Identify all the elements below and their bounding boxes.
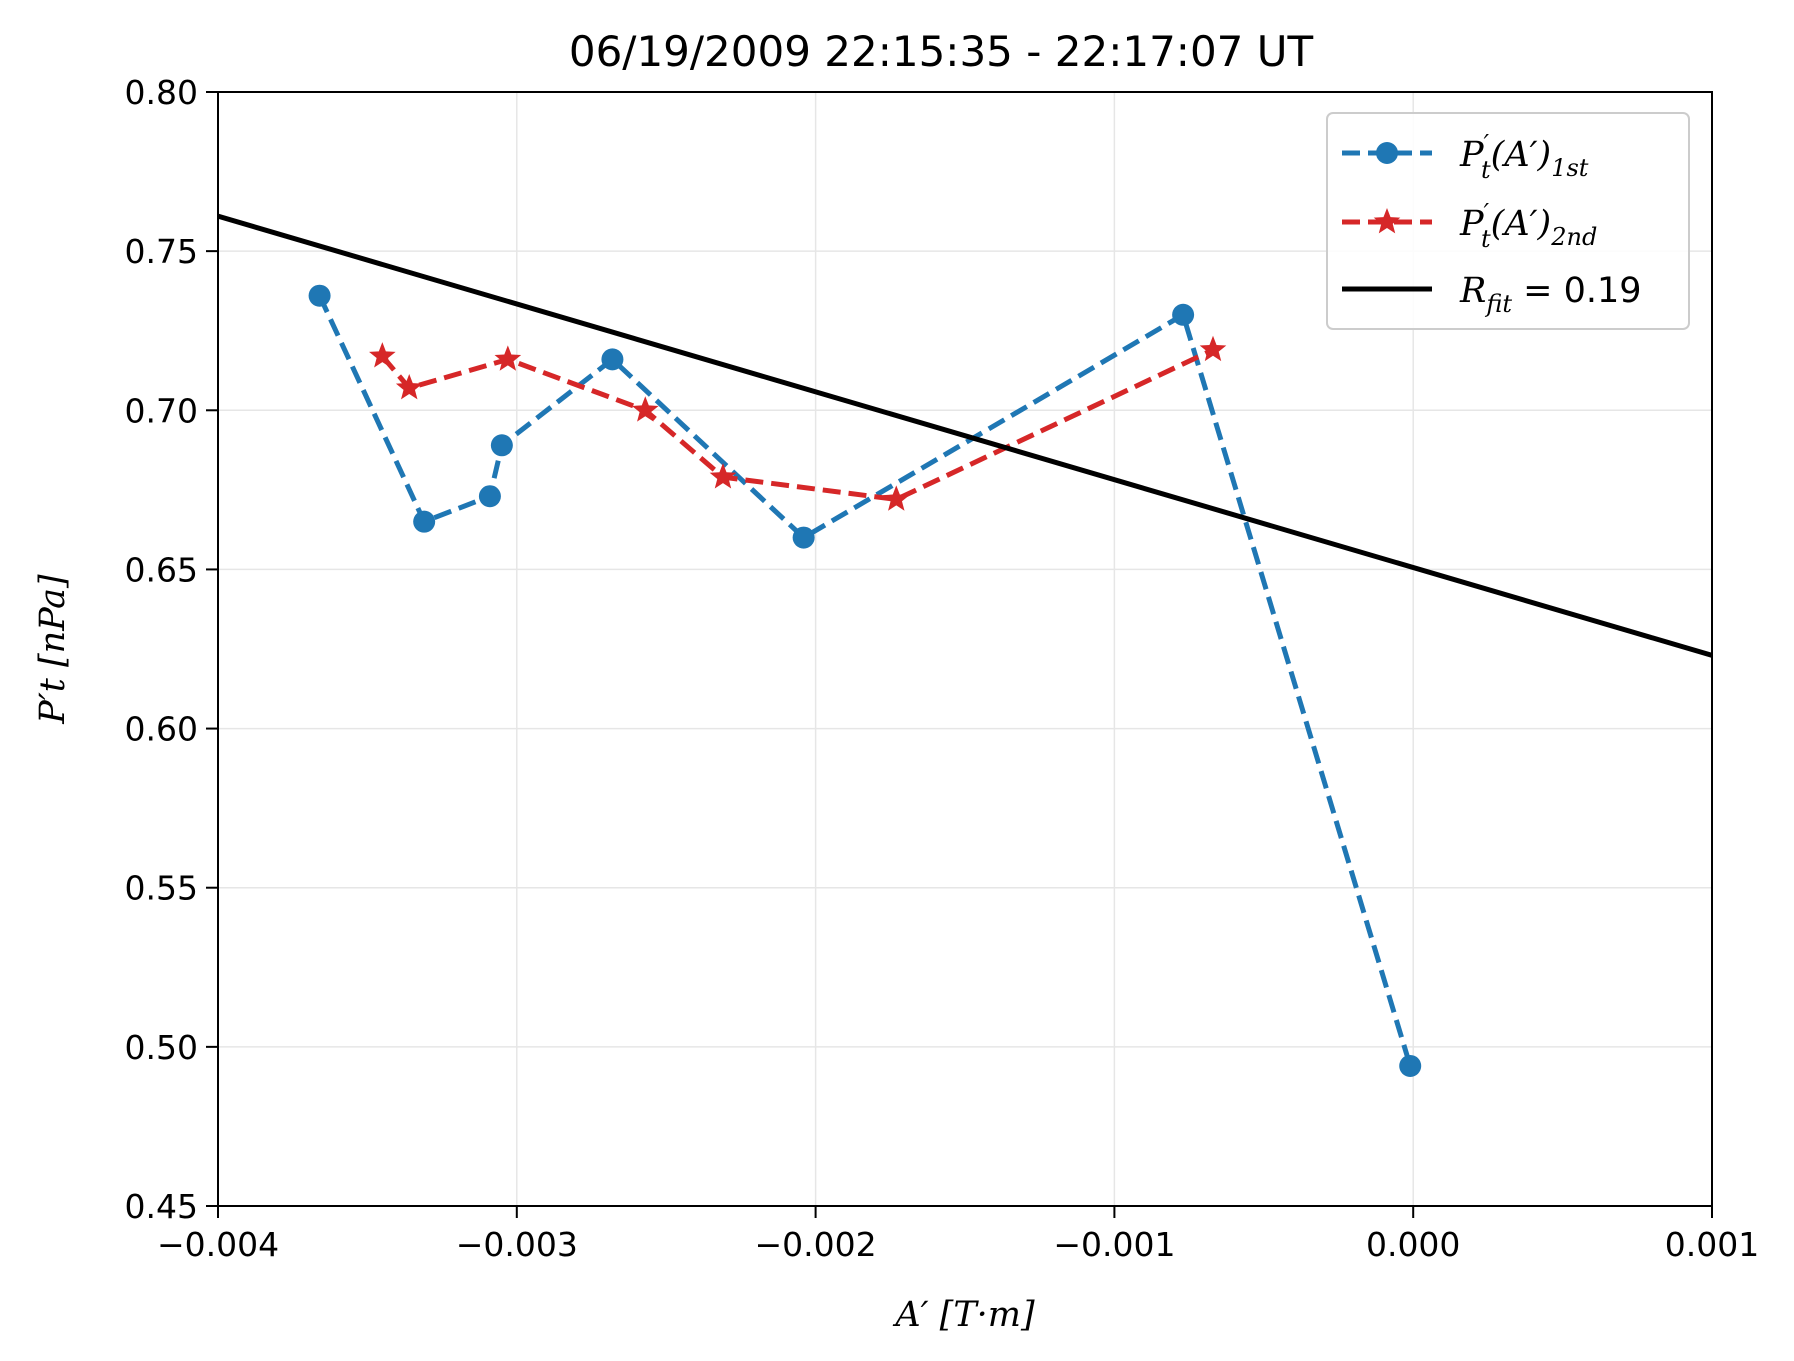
series-layer [218, 213, 1712, 1077]
y-axis: 0.45 0.50 0.55 0.60 0.65 0.70 0.75 0.80 [125, 73, 218, 1226]
x-tick-label: −0.002 [755, 1225, 877, 1264]
data-point-star [395, 374, 423, 400]
legend-1-sup: ′ [1484, 130, 1490, 158]
legend-2-sub: t [1481, 225, 1491, 253]
legend-1-paren: (A′) [1491, 135, 1552, 175]
series-group [218, 213, 1712, 1077]
legend-2-tail: 2nd [1550, 223, 1597, 251]
data-point [792, 526, 815, 549]
legend-2-sup: ′ [1484, 199, 1490, 227]
legend-entry-fit: Rfit = 0.19 [1342, 271, 1642, 318]
data-point [1172, 303, 1195, 326]
y-tick-label: 0.60 [125, 710, 198, 749]
legend-1-tail: 1st [1551, 154, 1589, 182]
y-tick-label: 0.55 [125, 869, 198, 908]
data-point [308, 284, 331, 307]
y-tick-label: 0.45 [125, 1187, 198, 1226]
series-line-0 [317, 294, 1413, 1067]
data-point [490, 434, 513, 457]
legend-label-fit: Rfit = 0.19 [1459, 271, 1642, 318]
data-point [601, 348, 624, 371]
legend-label-2nd: P′ t(A′)2nd [1459, 199, 1597, 253]
x-tick-label: −0.003 [456, 1225, 578, 1264]
y-axis-label: P′t [nPa] [33, 574, 73, 725]
legend-marker-star [1373, 208, 1401, 234]
data-point [478, 485, 501, 508]
y-tick-label: 0.50 [125, 1028, 198, 1067]
y-tick-label: 0.80 [125, 73, 198, 112]
data-point-star [369, 342, 396, 368]
x-axis: −0.004 −0.003 −0.002 −0.001 0.000 0.001 [157, 1206, 1759, 1264]
legend-3-main: R [1459, 271, 1486, 311]
legend-entry-2nd: P′ t(A′)2nd [1342, 199, 1597, 253]
x-tick-label: −0.001 [1053, 1225, 1175, 1264]
y-tick-label: 0.70 [125, 391, 198, 430]
y-tick-label: 0.65 [125, 550, 198, 589]
data-point [413, 510, 436, 533]
x-tick-label: −0.004 [157, 1225, 279, 1264]
data-point-star [631, 396, 659, 422]
x-tick-label: 0.001 [1665, 1225, 1759, 1264]
legend-label-1st: P′ t(A′)1st [1459, 130, 1589, 184]
x-axis-label: A′ [T·m] [892, 1295, 1035, 1335]
legend-2-paren: (A′) [1491, 204, 1552, 244]
data-point-star [882, 485, 910, 511]
legend-entry-1st: P′ t(A′)1st [1342, 130, 1589, 184]
legend-1-sub: t [1481, 156, 1491, 184]
legend-marker-circle [1376, 142, 1398, 164]
legend: P′ t(A′)1st P′ t(A′)2nd Rfit = 0.19 [1326, 112, 1690, 330]
data-point-star [1199, 335, 1227, 362]
chart-title: 06/19/2009 22:15:35 - 22:17:07 UT [569, 27, 1314, 76]
x-tick-label: 0.000 [1366, 1225, 1460, 1264]
legend-1-main: P [1459, 135, 1485, 175]
legend-box [1326, 112, 1690, 330]
plot-frame [217, 91, 1713, 1207]
y-tick-label: 0.75 [125, 232, 198, 271]
legend-3-rest: = 0.19 [1512, 271, 1642, 311]
data-point-star [494, 345, 522, 371]
data-point [1399, 1054, 1422, 1077]
legend-3-sub: fit [1484, 290, 1512, 318]
series-line-2 [218, 213, 1712, 658]
data-point-star [709, 463, 737, 489]
legend-2-main: P [1459, 204, 1485, 244]
